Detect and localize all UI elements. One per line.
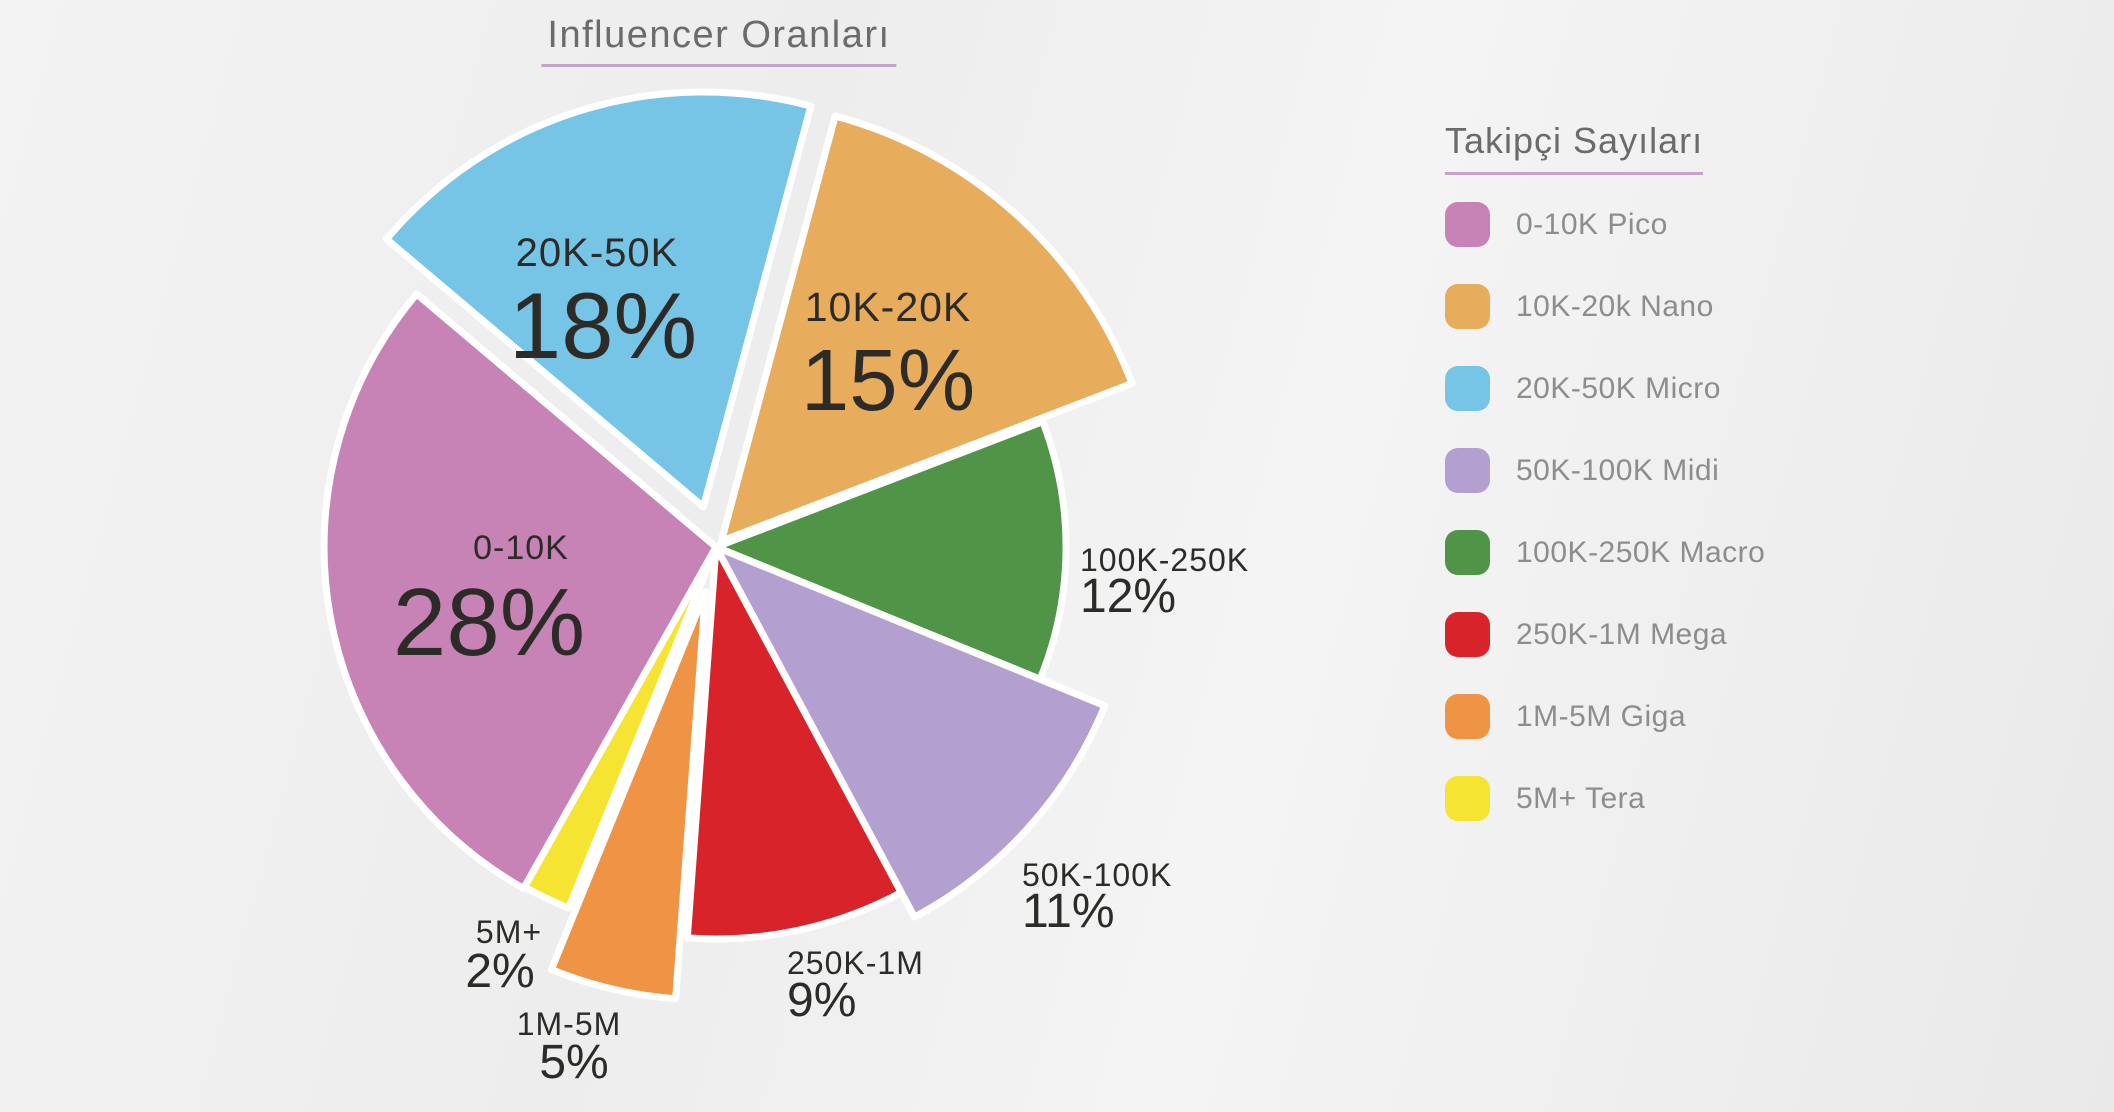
pie-slice-micro xyxy=(383,88,815,511)
slice-pct-giga: 5% xyxy=(539,1036,608,1089)
legend-item-label: 50K-100K Midi xyxy=(1516,453,1720,487)
legend-item-label: 100K-250K Macro xyxy=(1516,535,1766,569)
pie-slice-macro xyxy=(712,418,1070,683)
legend-item-giga: 1M-5M Giga xyxy=(1445,694,1765,739)
slice-pct-micro: 18% xyxy=(509,273,697,378)
legend-item-nano: 10K-20k Nano xyxy=(1445,284,1765,329)
legend-swatch-icon xyxy=(1445,776,1490,821)
legend-item-label: 250K-1M Mega xyxy=(1516,617,1728,651)
legend-item-label: 10K-20k Nano xyxy=(1516,289,1714,323)
slice-pct-pico: 28% xyxy=(393,569,585,676)
legend-item-label: 20K-50K Micro xyxy=(1516,371,1721,405)
legend-item-midi: 50K-100K Midi xyxy=(1445,448,1765,493)
legend-item-label: 1M-5M Giga xyxy=(1516,699,1687,733)
legend-swatch-icon xyxy=(1445,530,1490,575)
slice-cat-mega: 250K-1M xyxy=(787,945,924,981)
legend-swatch-icon xyxy=(1445,366,1490,411)
legend-swatch-icon xyxy=(1445,694,1490,739)
legend-swatch-icon xyxy=(1445,202,1490,247)
legend-item-macro: 100K-250K Macro xyxy=(1445,530,1765,575)
slice-pct-macro: 12% xyxy=(1080,570,1176,623)
pie-slice-giga xyxy=(547,588,709,1003)
slice-cat-nano: 10K-20K xyxy=(805,284,972,330)
chart-title: Influencer Oranları xyxy=(541,14,897,67)
legend-swatch-icon xyxy=(1445,448,1490,493)
slice-pct-midi: 11% xyxy=(1022,885,1115,938)
legend-swatch-icon xyxy=(1445,284,1490,329)
legend-item-micro: 20K-50K Micro xyxy=(1445,366,1765,411)
slice-cat-tera: 5M+ xyxy=(476,914,542,950)
slice-pct-mega: 9% xyxy=(787,974,856,1027)
legend: Takipçi Sayıları 0-10K Pico 10K-20k Nano… xyxy=(1445,120,1765,821)
slice-pct-tera: 2% xyxy=(465,945,534,998)
slice-cat-micro: 20K-50K xyxy=(516,231,679,275)
legend-item-pico: 0-10K Pico xyxy=(1445,202,1765,247)
legend-items: 0-10K Pico 10K-20k Nano 20K-50K Micro 50… xyxy=(1445,202,1765,821)
legend-swatch-icon xyxy=(1445,612,1490,657)
slice-cat-giga: 1M-5M xyxy=(517,1006,622,1042)
slice-pct-nano: 15% xyxy=(801,332,975,429)
slice-cat-midi: 50K-100K xyxy=(1022,857,1172,893)
pie-slice-midi xyxy=(712,543,1109,921)
legend-item-mega: 250K-1M Mega xyxy=(1445,612,1765,657)
pie-slice-nano xyxy=(717,112,1136,545)
legend-title: Takipçi Sayıları xyxy=(1445,120,1704,175)
legend-item-tera: 5M+ Tera xyxy=(1445,776,1765,821)
pie-slice-mega xyxy=(683,543,905,943)
slice-cat-macro: 100K-250K xyxy=(1080,542,1249,578)
pie-slice-pico xyxy=(320,290,720,892)
slice-cat-pico: 0-10K xyxy=(473,529,569,567)
legend-item-label: 0-10K Pico xyxy=(1516,207,1668,241)
legend-item-label: 5M+ Tera xyxy=(1516,781,1646,815)
